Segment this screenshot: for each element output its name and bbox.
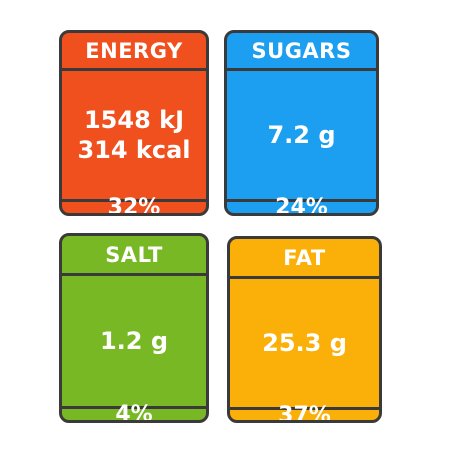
energy-label-card: ENERGY 1548 kJ 314 kcal 32% [59, 30, 209, 216]
salt-percent: 4% [62, 402, 206, 420]
salt-label-card: SALT 1.2 g 4% [59, 233, 209, 423]
energy-percent: 32% [62, 195, 206, 213]
salt-value: 1.2 g [62, 276, 206, 406]
energy-percent-text: 32% [107, 195, 161, 216]
fat-title: FAT [230, 239, 379, 276]
energy-title-divider [62, 68, 206, 71]
energy-title: ENERGY [62, 33, 206, 68]
salt-percent-divider [62, 406, 206, 409]
salt-title-divider [62, 273, 206, 276]
energy-value-kj: 1548 kJ [83, 106, 185, 134]
sugars-percent-divider [227, 199, 376, 202]
fat-value: 25.3 g [230, 279, 379, 407]
sugars-title-divider [227, 68, 376, 71]
fat-label-card: FAT 25.3 g 37% [227, 236, 382, 423]
salt-title: SALT [62, 236, 206, 273]
fat-title-text: FAT [283, 245, 326, 270]
sugars-value-text: 7.2 g [267, 121, 336, 149]
energy-title-text: ENERGY [85, 38, 183, 63]
sugars-title-text: SUGARS [251, 38, 352, 63]
fat-percent-divider [230, 407, 379, 410]
energy-percent-divider [62, 199, 206, 202]
sugars-percent-text: 24% [275, 195, 328, 216]
sugars-label-card: SUGARS 7.2 g 24% [224, 30, 379, 216]
energy-value: 1548 kJ 314 kcal [62, 71, 206, 199]
fat-percent: 37% [230, 403, 379, 421]
salt-value-text: 1.2 g [99, 327, 169, 355]
salt-percent-text: 4% [115, 402, 153, 423]
fat-percent-text: 37% [278, 402, 331, 423]
energy-value-kcal: 314 kcal [77, 136, 191, 164]
sugars-percent: 24% [227, 195, 376, 213]
fat-title-divider [230, 276, 379, 279]
salt-title-text: SALT [105, 242, 163, 267]
fat-value-text: 25.3 g [262, 329, 347, 357]
sugars-value: 7.2 g [227, 71, 376, 199]
sugars-title: SUGARS [227, 33, 376, 68]
